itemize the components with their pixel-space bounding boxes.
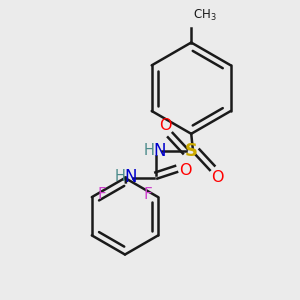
Text: F: F — [98, 187, 106, 202]
Text: F: F — [143, 187, 152, 202]
Text: H: H — [115, 169, 125, 184]
Text: O: O — [211, 169, 224, 184]
Text: O: O — [159, 118, 172, 134]
Text: S: S — [185, 142, 198, 160]
Text: H: H — [144, 143, 155, 158]
Text: O: O — [179, 164, 192, 178]
Text: CH$_3$: CH$_3$ — [193, 8, 216, 23]
Text: N: N — [124, 168, 136, 186]
Text: N: N — [154, 142, 166, 160]
